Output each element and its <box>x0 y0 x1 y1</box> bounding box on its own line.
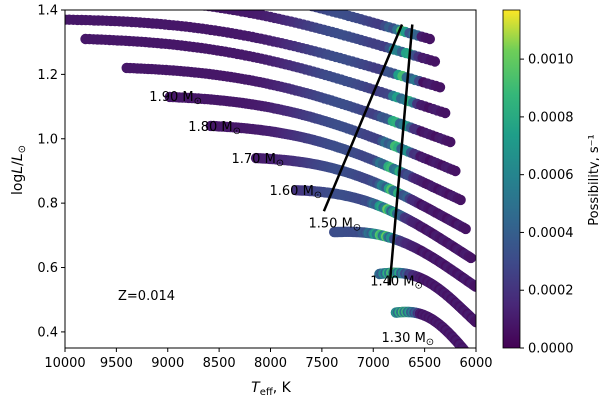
x-tick-label: 6500 <box>408 356 441 371</box>
track-point <box>76 0 86 3</box>
track-point <box>93 0 103 3</box>
track-point <box>163 0 173 7</box>
mass-labels: 1.30 M⊙ 1.40 M⊙ 1.50 M⊙ 1.60 M⊙ 1.70 M⊙ 1.80 … <box>149 90 434 348</box>
x-tick-label: 8000 <box>254 356 287 371</box>
colorbar-tick-label: 0.0006 <box>528 168 574 183</box>
track-point <box>299 0 309 9</box>
track-point <box>85 0 95 3</box>
track-point <box>60 0 70 2</box>
x-tick-label: 9500 <box>100 356 133 371</box>
track-point <box>465 252 476 264</box>
track-point <box>424 33 435 45</box>
x-tick-label: 7500 <box>305 356 338 371</box>
x-tick-label: 7000 <box>357 356 390 371</box>
track-point <box>470 317 476 328</box>
track-point <box>109 0 119 3</box>
track-point <box>267 0 277 2</box>
evolutionary-tracks <box>60 0 476 348</box>
x-tick-label: 10000 <box>44 356 85 371</box>
colorbar-tick-label: 0.0010 <box>528 53 574 68</box>
track-point <box>450 165 461 177</box>
track-point <box>283 0 293 6</box>
track-point <box>89 0 99 3</box>
colorbar-tick-label: 0.0000 <box>528 342 574 357</box>
track-point <box>64 0 74 2</box>
colorbar-label: Possibility, s⁻¹ <box>587 134 599 225</box>
colorbar-ticks: 0.0000 0.0002 0.0004 0.0006 0.0008 0.0010 <box>520 53 574 357</box>
mass-label: 1.40 M⊙ <box>370 275 423 292</box>
track-point <box>434 82 446 93</box>
track-point <box>455 194 466 206</box>
x-tick-label: 9000 <box>151 356 184 371</box>
track-point <box>191 0 201 10</box>
colorbar-tick-label: 0.0004 <box>528 226 574 241</box>
track-point <box>122 0 132 4</box>
track-point <box>130 0 140 4</box>
track-point <box>113 0 123 4</box>
colorbar-tick-label: 0.0002 <box>528 284 574 299</box>
instability-strip-edges <box>322 24 414 286</box>
mass-label: 1.60 M⊙ <box>270 184 323 201</box>
track-point <box>287 0 297 6</box>
track-point <box>183 0 193 9</box>
track-point <box>105 0 115 3</box>
track-point <box>117 0 127 4</box>
x-tick-label: 8500 <box>203 356 236 371</box>
track-point <box>134 0 144 5</box>
track-point <box>138 0 148 5</box>
track-point <box>146 0 156 5</box>
track-point <box>262 0 272 1</box>
colorbar-tick-label: 0.0008 <box>528 110 574 125</box>
track-point <box>291 0 301 7</box>
track-point <box>275 0 285 4</box>
track-point <box>150 0 160 6</box>
red-edge-line <box>388 24 414 286</box>
x-tick-label: 6000 <box>459 356 492 371</box>
colorbar <box>502 9 521 349</box>
y-axis-ticks: 0.4 0.6 0.8 1.0 1.2 1.4 <box>37 4 65 340</box>
track-point <box>271 0 281 3</box>
mass-label: 1.90 M⊙ <box>149 90 202 107</box>
mass-label: 1.30 M⊙ <box>382 331 435 348</box>
track-point <box>460 223 471 235</box>
track-point <box>470 281 476 292</box>
mass-label: 1.80 M⊙ <box>188 120 241 137</box>
track-point <box>171 0 181 7</box>
track-point <box>199 10 203 11</box>
y-tick-label: 1.2 <box>37 68 58 83</box>
track-point <box>80 0 90 3</box>
y-tick-label: 1.4 <box>37 4 58 19</box>
metallicity-annotation: Z=0.014 <box>118 289 175 304</box>
track-point <box>440 107 451 119</box>
mass-label: 1.50 M⊙ <box>309 217 362 234</box>
blue-edge-line <box>322 24 404 212</box>
track-point <box>445 136 456 148</box>
track-point <box>175 0 185 8</box>
y-tick-label: 0.8 <box>37 197 58 212</box>
x-axis-label: Teff, K <box>251 380 292 398</box>
y-tick-label: 0.4 <box>37 325 58 340</box>
mass-label: 1.70 M⊙ <box>232 152 285 169</box>
track-point <box>101 0 111 3</box>
y-tick-label: 1.0 <box>37 132 58 147</box>
track-point <box>68 0 78 2</box>
x-axis-ticks: 10000 9500 9000 8500 8000 7500 7000 6500 6000 <box>44 348 493 371</box>
track-point <box>72 0 82 3</box>
track-point <box>279 0 289 5</box>
track-point <box>167 0 177 7</box>
track-point <box>187 0 197 9</box>
y-tick-label: 0.6 <box>37 261 58 276</box>
y-axis-label: logL/L⊙ <box>10 145 28 195</box>
track-point <box>142 0 152 5</box>
track-point <box>126 0 136 4</box>
track-point <box>306 10 311 11</box>
track-point <box>179 0 189 8</box>
track-point <box>154 0 164 6</box>
track-point <box>158 0 168 6</box>
track-point <box>201 10 208 11</box>
track-point <box>295 0 305 8</box>
track-point <box>429 56 441 67</box>
track-point <box>97 0 107 3</box>
